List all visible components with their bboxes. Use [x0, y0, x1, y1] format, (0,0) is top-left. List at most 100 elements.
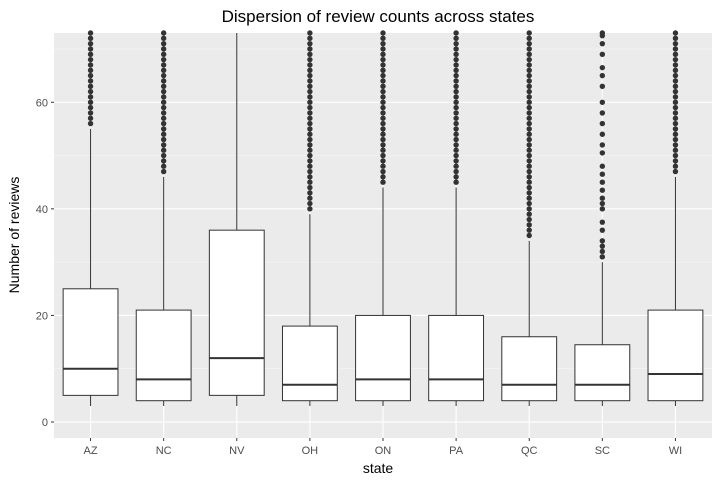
x-tick-label: SC	[595, 445, 610, 457]
outlier-point	[87, 72, 94, 79]
outlier-point	[526, 126, 532, 132]
outlier-point	[526, 147, 532, 153]
outlier-point	[380, 67, 386, 74]
outlier-point	[672, 83, 679, 89]
outlier-point	[380, 62, 386, 68]
outlier-point	[380, 136, 386, 143]
outlier-point	[526, 104, 532, 111]
outlier-point	[599, 99, 606, 105]
box-on	[355, 30, 411, 407]
outlier-point	[160, 30, 167, 36]
outlier-point	[599, 219, 606, 225]
outlier-point	[453, 158, 459, 164]
outlier-point	[526, 227, 532, 233]
outlier-point	[453, 136, 459, 143]
outlier-point	[526, 46, 532, 52]
outlier-point	[87, 120, 94, 127]
outlier-point	[526, 88, 532, 95]
outlier-point	[453, 131, 459, 137]
outlier-point	[87, 115, 94, 121]
outlier-point	[453, 56, 459, 63]
outlier-point	[599, 179, 606, 185]
outlier-point	[599, 72, 606, 79]
x-tick-label: AZ	[84, 445, 98, 457]
outlier-point	[599, 243, 606, 249]
outlier-point	[672, 72, 679, 79]
outlier-point	[526, 222, 532, 228]
outlier-point	[526, 30, 532, 36]
outlier-point	[599, 248, 606, 255]
outlier-point	[307, 206, 313, 212]
outlier-point	[526, 78, 532, 84]
outlier-point	[87, 56, 94, 63]
outlier-point	[380, 179, 386, 185]
x-axis-title: state	[363, 460, 394, 476]
outlier-point	[307, 110, 313, 116]
outlier-point	[672, 126, 679, 132]
x-tick-label: OH	[302, 445, 319, 457]
outlier-point	[87, 35, 94, 42]
outlier-point	[672, 120, 679, 127]
outlier-point	[599, 195, 606, 201]
outlier-point	[380, 120, 386, 127]
outlier-point	[599, 238, 606, 244]
outlier-point	[307, 115, 313, 121]
box-nc	[135, 30, 192, 407]
outlier-point	[307, 158, 313, 164]
outlier-point	[672, 56, 679, 63]
outlier-point	[672, 67, 679, 74]
box-sc	[574, 30, 631, 407]
outlier-point	[87, 99, 94, 105]
outlier-point	[453, 51, 459, 58]
outlier-point	[87, 30, 94, 36]
outlier-point	[160, 147, 167, 153]
box-pa	[428, 30, 485, 407]
outlier-point	[307, 136, 313, 143]
outlier-point	[307, 163, 313, 169]
outlier-point	[526, 179, 532, 185]
outlier-point	[380, 56, 386, 63]
outlier-point	[526, 190, 532, 196]
outlier-point	[526, 83, 532, 89]
outlier-point	[672, 99, 679, 105]
outlier-point	[307, 200, 313, 207]
outlier-point	[307, 62, 313, 68]
outlier-point	[453, 115, 459, 121]
outlier-point	[526, 232, 532, 239]
outlier-point	[453, 163, 459, 169]
outlier-point	[599, 30, 606, 36]
outlier-point	[307, 126, 313, 132]
outlier-point	[160, 51, 167, 58]
outlier-point	[380, 131, 386, 137]
outlier-point	[672, 62, 679, 68]
outlier-point	[526, 51, 532, 58]
outlier-point	[526, 216, 532, 223]
outlier-point	[87, 110, 94, 116]
outlier-point	[526, 40, 532, 47]
outlier-point	[599, 254, 606, 260]
outlier-point	[453, 83, 459, 89]
outlier-point	[599, 64, 606, 71]
outlier-point	[380, 110, 386, 116]
y-tick-label: 20	[36, 310, 48, 322]
outlier-point	[380, 30, 386, 36]
outlier-point	[672, 30, 679, 36]
outlier-point	[307, 67, 313, 74]
outlier-point	[307, 94, 313, 100]
box-iqr	[355, 314, 411, 402]
outlier-point	[672, 158, 679, 164]
outlier-point	[453, 120, 459, 127]
outlier-point	[526, 56, 532, 63]
outlier-point	[672, 40, 679, 47]
outlier-point	[672, 115, 679, 121]
outlier-point	[380, 152, 386, 159]
outlier-point	[599, 227, 606, 233]
outlier-point	[380, 51, 386, 58]
outlier-point	[453, 46, 459, 52]
outlier-point	[87, 46, 94, 52]
box-qc	[501, 30, 558, 407]
outlier-point	[307, 179, 313, 185]
outlier-point	[87, 51, 94, 58]
box-az	[62, 30, 119, 407]
